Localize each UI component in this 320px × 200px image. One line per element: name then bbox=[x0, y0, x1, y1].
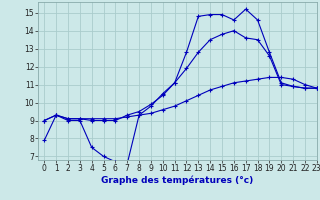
X-axis label: Graphe des températures (°c): Graphe des températures (°c) bbox=[101, 176, 254, 185]
